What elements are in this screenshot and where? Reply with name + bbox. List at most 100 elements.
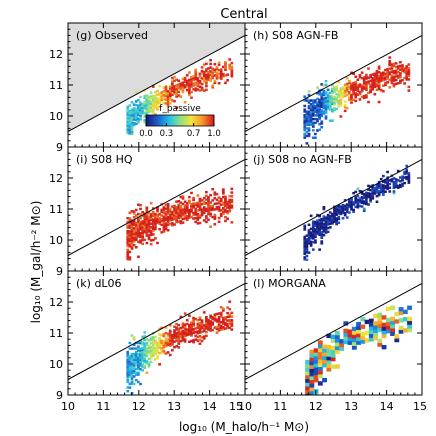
data-cell	[139, 351, 142, 354]
data-cell	[137, 362, 140, 365]
data-cell	[219, 311, 223, 315]
data-cell	[309, 372, 315, 377]
data-cell	[158, 97, 161, 101]
data-cell	[151, 222, 155, 225]
data-cell	[230, 322, 234, 326]
data-cell	[158, 94, 161, 97]
data-cell	[358, 92, 362, 96]
data-cell	[211, 208, 215, 211]
data-cell	[314, 106, 317, 110]
data-cell	[305, 121, 309, 125]
data-cell	[207, 74, 210, 78]
data-cell	[318, 220, 321, 223]
data-cell	[205, 220, 208, 224]
data-cell	[350, 82, 353, 86]
data-cell	[126, 362, 130, 365]
data-cell	[173, 331, 176, 334]
data-cell	[405, 67, 409, 70]
data-cell	[221, 212, 225, 216]
data-cell	[407, 68, 411, 72]
data-cell	[151, 229, 155, 232]
data-cell	[322, 206, 326, 209]
data-cell	[341, 204, 345, 207]
data-cell	[175, 220, 178, 224]
data-cell	[188, 214, 191, 217]
data-cell	[147, 224, 151, 228]
data-cell	[211, 206, 215, 210]
data-cell	[328, 216, 332, 220]
data-cell	[392, 62, 396, 66]
data-cell	[130, 130, 134, 134]
data-cell	[317, 373, 323, 379]
data-cell	[337, 95, 341, 99]
data-cell	[130, 239, 134, 243]
data-cell	[224, 204, 227, 208]
data-cell	[164, 207, 168, 210]
data-cell	[179, 87, 183, 91]
data-cell	[311, 106, 315, 110]
data-cell	[311, 136, 315, 139]
data-cell	[221, 210, 225, 214]
data-cell	[158, 218, 161, 222]
data-cell	[392, 64, 396, 67]
data-cell	[211, 76, 215, 80]
data-cell	[177, 86, 181, 90]
data-cell	[339, 207, 343, 210]
data-cell	[145, 225, 149, 228]
data-cell	[217, 216, 221, 220]
data-cell	[166, 334, 170, 337]
data-cell	[179, 326, 183, 330]
data-cell	[305, 110, 309, 113]
data-cell	[230, 206, 234, 209]
data-cell	[343, 339, 349, 345]
data-cell	[209, 314, 212, 317]
data-cell	[130, 334, 134, 337]
data-cell	[362, 80, 366, 83]
data-cell	[226, 200, 229, 204]
data-cell	[318, 226, 321, 229]
data-cell	[341, 88, 345, 91]
data-cell	[230, 324, 234, 328]
data-cell	[377, 312, 383, 317]
data-cell	[200, 69, 204, 73]
data-cell	[213, 202, 217, 206]
data-cell	[303, 125, 307, 128]
y-tick-label: 11	[49, 203, 63, 216]
data-cell	[303, 132, 307, 136]
data-cell	[126, 131, 130, 135]
data-cell	[177, 331, 181, 334]
data-cell	[130, 224, 134, 228]
data-cell	[147, 222, 151, 226]
data-cell	[347, 329, 353, 334]
data-cell	[175, 209, 178, 213]
data-cell	[365, 95, 368, 99]
data-cell	[217, 205, 221, 209]
data-cell	[343, 213, 347, 217]
data-cell	[151, 225, 155, 229]
data-cell	[360, 77, 364, 80]
data-cell	[303, 104, 307, 108]
data-cell	[126, 216, 130, 220]
data-cell	[394, 337, 400, 343]
data-cell	[348, 200, 351, 203]
data-cell	[145, 112, 149, 116]
data-cell	[145, 234, 149, 237]
data-cell	[194, 202, 198, 205]
data-cell	[368, 318, 374, 323]
data-cell	[316, 92, 319, 95]
data-cell	[217, 327, 221, 330]
data-cell	[156, 102, 159, 106]
data-cell	[139, 217, 142, 220]
data-cell	[134, 364, 138, 367]
data-cell	[154, 237, 157, 240]
data-cell	[139, 101, 142, 104]
data-cell	[333, 90, 336, 93]
reference-line	[245, 282, 422, 380]
data-cell	[139, 362, 142, 365]
data-cell	[198, 329, 202, 332]
colorbar-segment	[207, 115, 210, 126]
colorbar-segment	[173, 115, 176, 126]
data-cell	[217, 325, 221, 328]
data-cell	[185, 322, 189, 326]
data-cell	[213, 215, 217, 219]
